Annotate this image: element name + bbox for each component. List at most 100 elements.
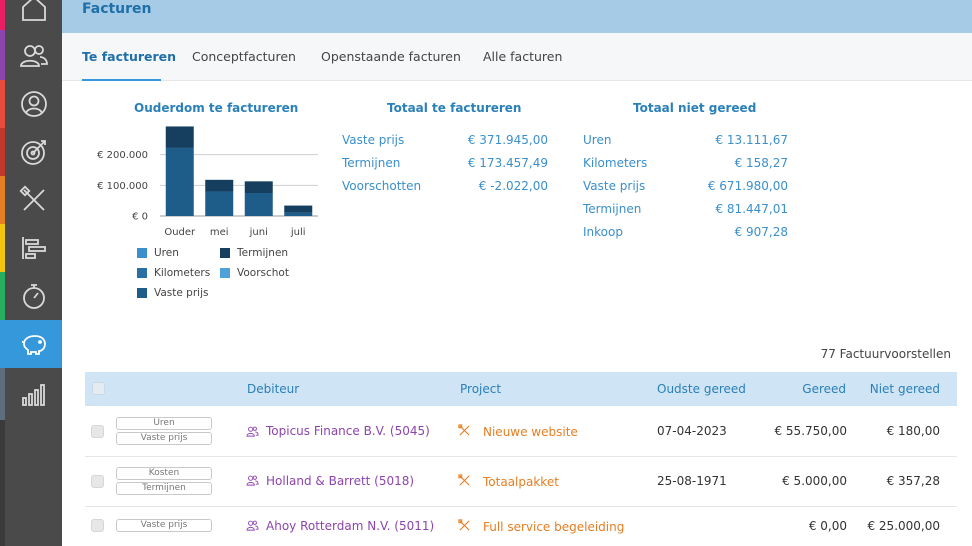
legend-voorschot-label: Voorschot	[237, 267, 289, 279]
project-link[interactable]: Full service begeleiding	[483, 520, 625, 534]
bar-segment[interactable]	[284, 212, 313, 216]
niet-gereed-amount: € 357,28	[886, 474, 940, 488]
ouderdom-title: Ouderdom te factureren	[134, 101, 299, 115]
totaal-label: Vaste prijs	[342, 133, 405, 147]
legend-uren-swatch	[137, 248, 147, 258]
column-header-oudste-gereed[interactable]: Oudste gereed	[657, 382, 746, 396]
bar-segment[interactable]	[165, 126, 194, 148]
niet-gereed-value: € 13.111,67	[715, 133, 788, 147]
column-header-debiteur[interactable]: Debiteur	[247, 382, 300, 396]
sidebar-item-targets[interactable]	[5, 128, 62, 176]
row-tag: Termijnen	[116, 482, 212, 495]
sidebar-color-stripe	[0, 0, 5, 546]
niet-gereed-label: Inkoop	[583, 225, 623, 239]
bar-segment[interactable]	[205, 191, 234, 216]
legend-uren: Uren	[137, 247, 179, 259]
sidebar-item-finance[interactable]	[5, 320, 62, 368]
piggy-bank-icon	[21, 335, 46, 355]
y-tick-label: € 200.000	[97, 150, 148, 161]
sidebar-item-profile[interactable]	[5, 80, 62, 128]
niet-gereed-amount: € 25.000,00	[867, 519, 940, 533]
totaal-value: € -2.022,00	[478, 179, 548, 193]
sidebar-item-time[interactable]	[5, 272, 62, 320]
legend-voorschot-swatch	[220, 268, 230, 278]
gereed-amount: € 55.750,00	[774, 424, 847, 438]
totaal-title: Totaal te factureren	[387, 101, 522, 115]
page-header: Facturen	[62, 0, 972, 33]
row-checkbox[interactable]	[91, 425, 104, 438]
tools-icon	[18, 185, 45, 211]
sidebar-item-reports[interactable]	[5, 370, 62, 418]
legend-termijnen-swatch	[220, 248, 230, 258]
sidebar-item-contacts[interactable]	[5, 32, 62, 80]
table-row[interactable]: Kosten Termijnen Holland & Barrett (5018…	[85, 457, 957, 507]
column-header-niet-gereed[interactable]: Niet gereed	[869, 382, 940, 396]
x-tick-label: mei	[210, 227, 229, 238]
legend-termijnen: Termijnen	[220, 247, 288, 259]
legend-vaste-prijs-swatch	[137, 288, 147, 298]
page-title: Facturen	[82, 1, 152, 17]
row-checkbox[interactable]	[91, 475, 104, 488]
active-tab-indicator	[82, 79, 161, 81]
legend-voorschot: Voorschot	[220, 267, 289, 279]
tab-conceptfacturen[interactable]: Conceptfacturen	[192, 49, 296, 64]
gereed-amount: € 5.000,00	[782, 474, 847, 488]
users-icon	[246, 426, 259, 437]
sidebar	[0, 0, 62, 546]
bar-segment[interactable]	[284, 205, 313, 213]
oudste-gereed-date: 25-08-1971	[657, 474, 727, 488]
totaal-label: Voorschotten	[342, 179, 422, 193]
bar-segment[interactable]	[244, 181, 273, 193]
user-icon	[20, 91, 47, 117]
niet-gereed-label: Kilometers	[583, 156, 648, 170]
row-tag: Kosten	[116, 467, 212, 480]
niet-gereed-amount: € 180,00	[886, 424, 940, 438]
legend-kilometers-label: Kilometers	[154, 267, 211, 279]
select-all-checkbox[interactable]	[92, 382, 105, 395]
project-link[interactable]: Nieuwe website	[483, 425, 578, 439]
x-tick-label: juli	[290, 227, 306, 238]
tools-icon	[458, 519, 470, 531]
sidebar-item-planning[interactable]	[5, 224, 62, 272]
bar-segment[interactable]	[244, 193, 273, 216]
debiteur-link[interactable]: Topicus Finance B.V. (5045)	[266, 424, 430, 438]
debiteur-link[interactable]: Holland & Barrett (5018)	[266, 474, 415, 488]
column-header-gereed[interactable]: Gereed	[802, 382, 846, 396]
ouderdom-bar-chart: € 200.000 € 100.000 € 0 Ouder mei juni juli	[97, 126, 318, 238]
x-tick-label: juni	[249, 227, 268, 238]
row-tag: Vaste prijs	[116, 432, 212, 445]
bar-chart-icon	[21, 384, 45, 406]
row-checkbox[interactable]	[91, 519, 104, 532]
timeline-icon	[21, 237, 46, 259]
table-row[interactable]: Uren Vaste prijs Topicus Finance B.V. (5…	[85, 406, 957, 457]
users-icon	[246, 520, 259, 531]
sidebar-item-home[interactable]	[5, 0, 62, 32]
project-link[interactable]: Totaalpakket	[483, 475, 559, 489]
tab-openstaande-facturen[interactable]: Openstaande facturen	[321, 49, 461, 64]
bar-segment[interactable]	[165, 147, 194, 216]
table-row[interactable]: Vaste prijs Ahoy Rotterdam N.V. (5011) F…	[85, 507, 957, 546]
niet-gereed-label: Vaste prijs	[583, 179, 646, 193]
tab-bar: Te factureren Conceptfacturen Openstaand…	[62, 33, 972, 81]
tools-icon	[458, 474, 470, 486]
legend-uren-label: Uren	[154, 247, 179, 259]
column-header-project[interactable]: Project	[460, 382, 502, 396]
x-tick-label: Ouder	[164, 227, 196, 238]
totaal-label: Termijnen	[342, 156, 401, 170]
sidebar-item-tools[interactable]	[5, 176, 62, 224]
y-tick-label: € 100.000	[97, 181, 148, 192]
tab-alle-facturen[interactable]: Alle facturen	[483, 49, 563, 64]
bar-segment[interactable]	[205, 179, 234, 192]
table-header: Debiteur Project Oudste gereed Gereed Ni…	[85, 372, 957, 406]
row-tag: Vaste prijs	[116, 519, 212, 532]
niet-gereed-value: € 671.980,00	[707, 179, 788, 193]
tab-te-factureren[interactable]: Te factureren	[82, 49, 177, 64]
niet-gereed-value: € 907,28	[734, 225, 788, 239]
debiteur-link[interactable]: Ahoy Rotterdam N.V. (5011)	[266, 519, 435, 533]
invoice-proposal-count: 77 Factuurvoorstellen	[820, 347, 951, 361]
legend-kilometers-swatch	[137, 268, 147, 278]
users-icon	[246, 475, 259, 486]
legend-termijnen-label: Termijnen	[237, 247, 289, 259]
niet-gereed-label: Termijnen	[583, 202, 642, 216]
users-icon	[19, 45, 48, 67]
